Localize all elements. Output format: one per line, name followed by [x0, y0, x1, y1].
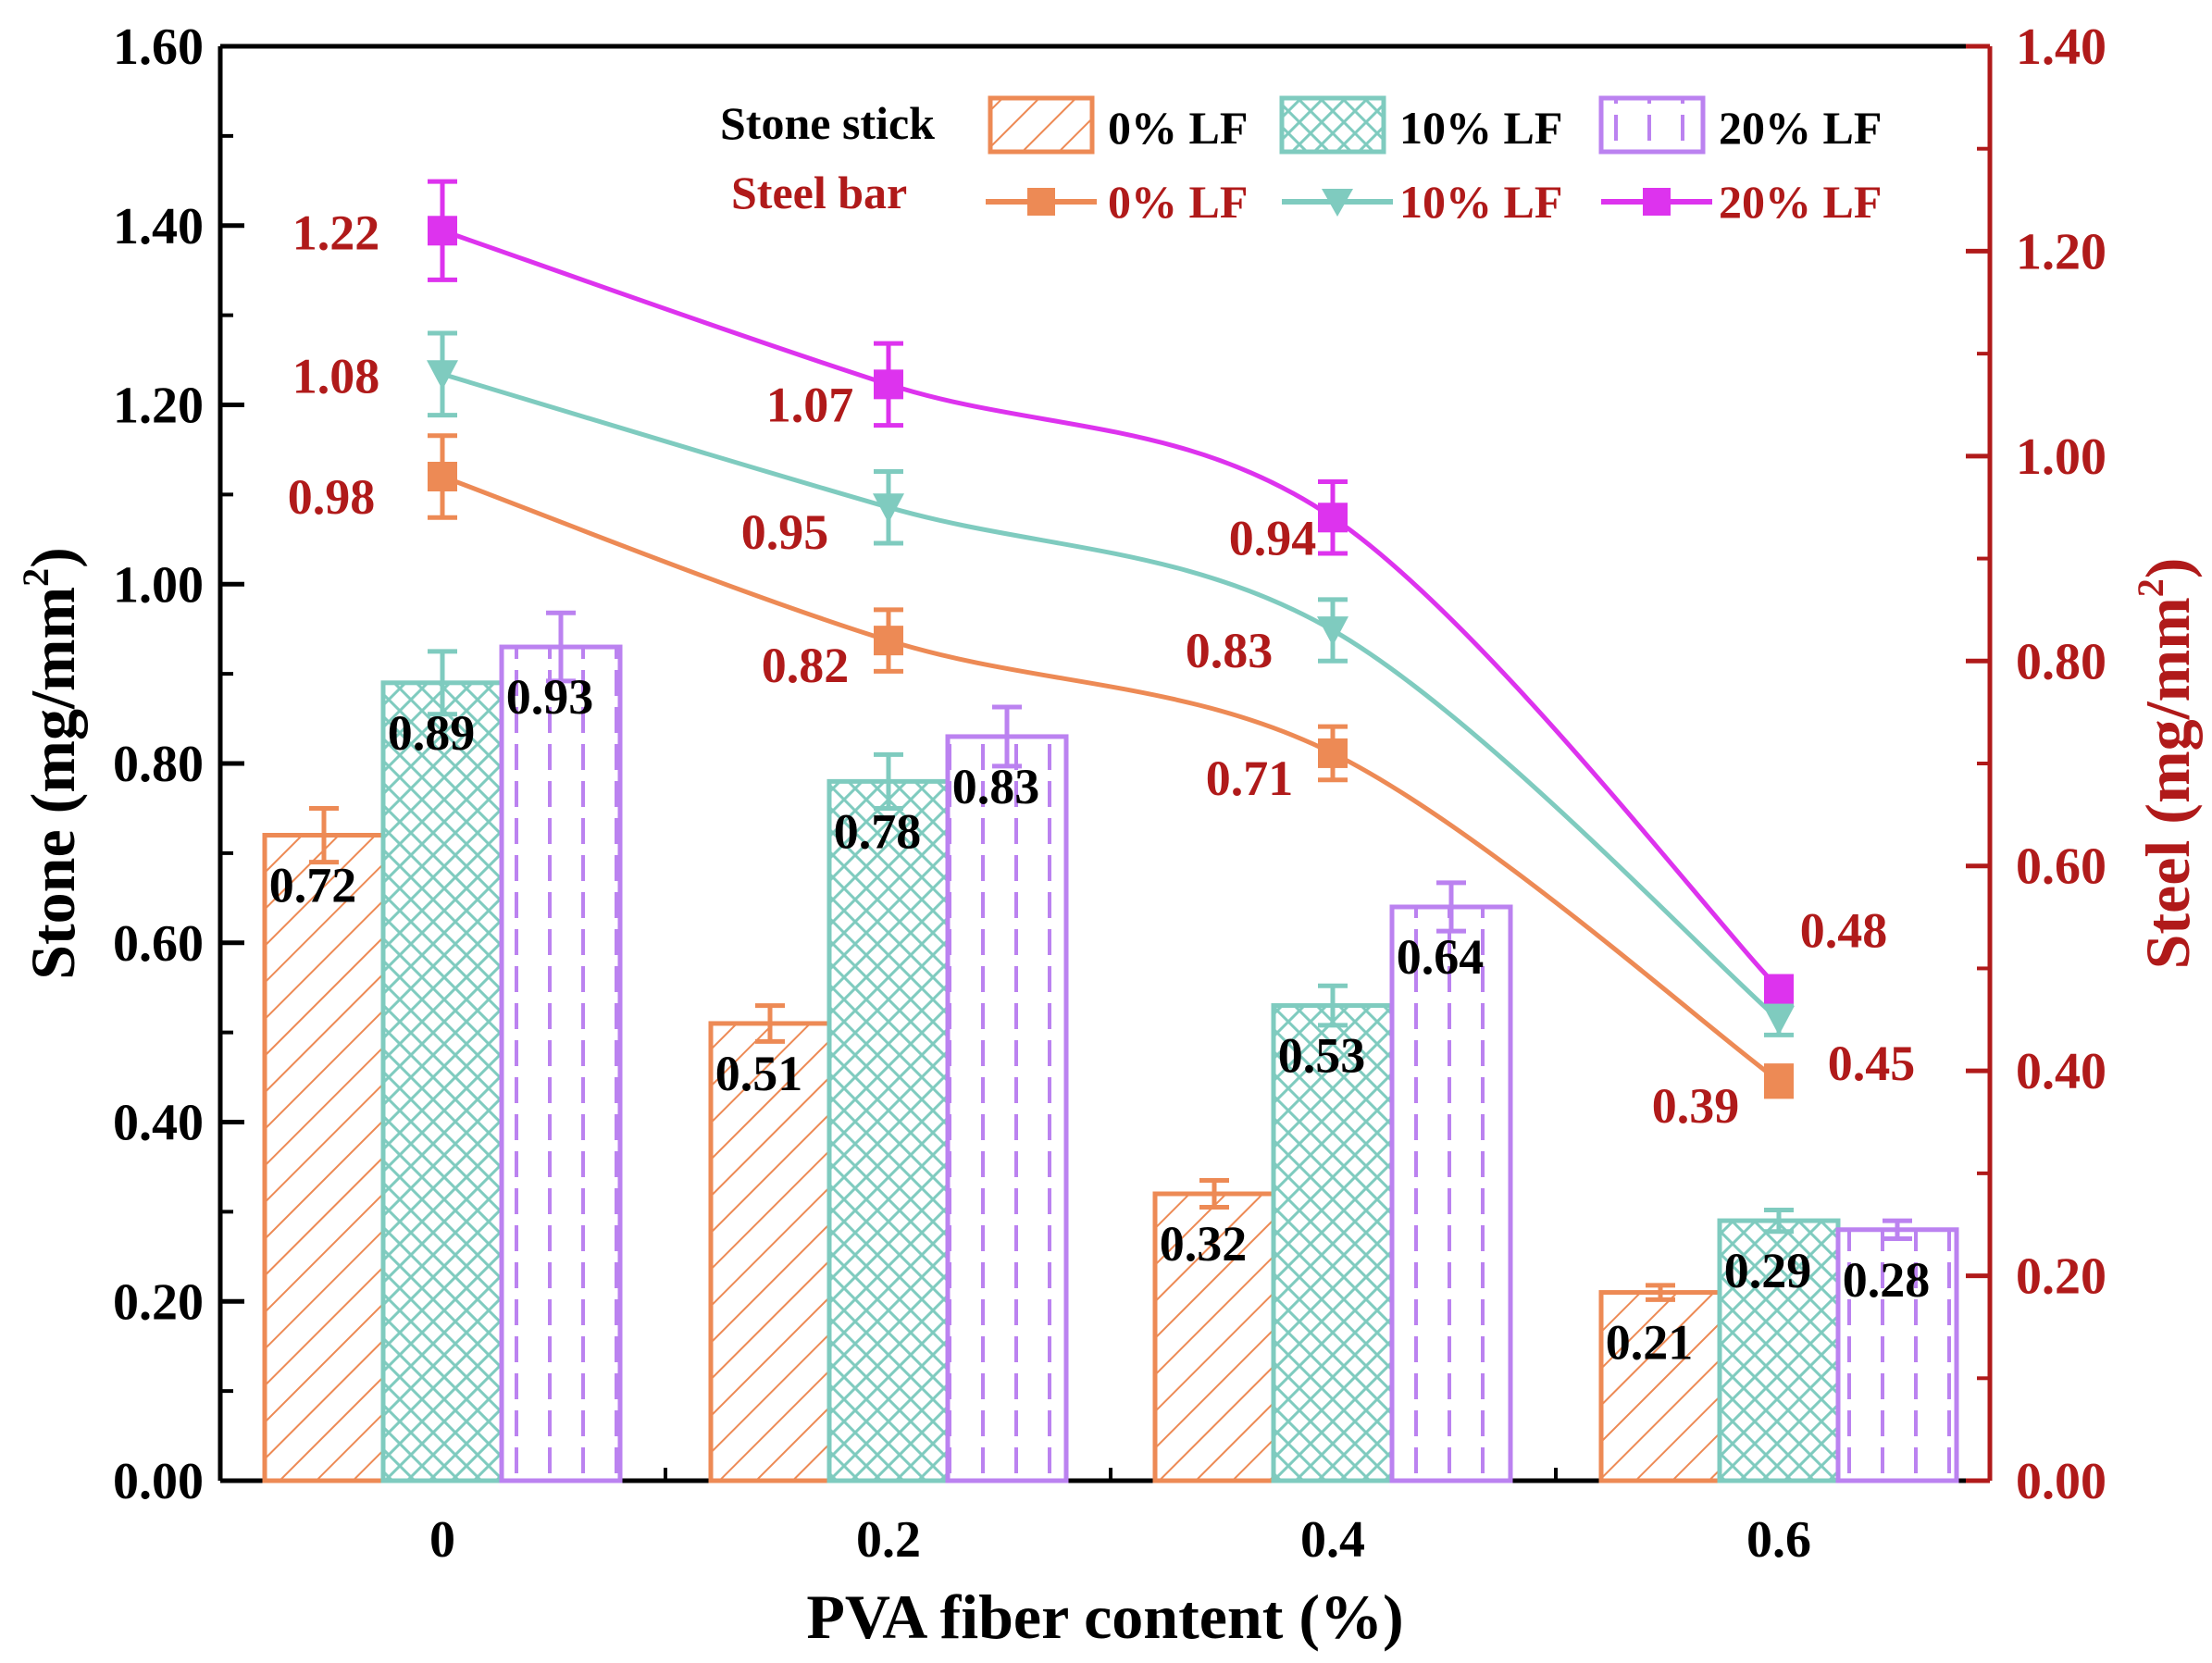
line-data-label: 0.45 — [1828, 1036, 1916, 1091]
right-tick-label: 1.00 — [2016, 428, 2106, 486]
bar — [945, 734, 1069, 1483]
y-axis-title-sup: 2 — [15, 568, 56, 587]
legend-label-bar-1: 10% LF — [1399, 102, 1562, 154]
line-marker — [1318, 738, 1348, 768]
bar — [1598, 1290, 1722, 1483]
y-axis-title: Stone (mg/mm2) — [15, 547, 88, 980]
bar-data-label: 0.51 — [715, 1046, 803, 1101]
line-marker — [1763, 1005, 1795, 1036]
legend-label-line-0: 0% LF — [1108, 176, 1248, 228]
right-tick-label: 0.60 — [2016, 838, 2106, 896]
bar-data-label: 0.28 — [1843, 1252, 1931, 1308]
y2-axis-title: Steel (mg/mm2) — [2130, 558, 2203, 970]
line-data-label: 0.39 — [1652, 1078, 1740, 1134]
bar — [826, 778, 951, 1483]
left-tick-label: 1.00 — [113, 556, 204, 614]
left-tick-label: 1.60 — [113, 19, 204, 76]
line-data-label: 1.22 — [292, 205, 380, 260]
bar-data-label: 0.83 — [952, 759, 1040, 814]
legend-line-group-title: Steel bar — [731, 167, 907, 218]
line-marker — [874, 369, 903, 400]
legend-marker-2 — [1643, 188, 1671, 216]
y-axis-title-close: ) — [18, 547, 88, 568]
legend-label-line-2: 20% LF — [1719, 176, 1882, 228]
legend-swatch-bar-0 — [988, 95, 1095, 155]
line-marker — [1764, 1066, 1794, 1097]
left-tick-label: 0.00 — [113, 1453, 204, 1510]
line-marker — [427, 360, 458, 391]
line-marker — [1317, 616, 1348, 647]
line-marker — [874, 626, 903, 656]
bar — [499, 644, 623, 1483]
line-data-label: 0.82 — [762, 638, 850, 693]
left-tick-label: 0.40 — [113, 1095, 204, 1152]
line-data-label: 0.83 — [1186, 623, 1274, 678]
x-tick-label: 0.4 — [1300, 1511, 1365, 1569]
left-tick-label: 0.20 — [113, 1273, 204, 1331]
right-axis-ticks: 0.00 0.20 0.40 0.60 0.80 1.00 1.20 1.40 — [1966, 19, 2106, 1510]
line-marker — [428, 462, 457, 491]
left-tick-label: 1.40 — [113, 198, 204, 255]
line-marker — [1764, 974, 1794, 1004]
line-data-label: 1.08 — [292, 348, 380, 403]
bar-data-label: 0.78 — [834, 803, 922, 859]
bar-data-label: 0.72 — [269, 858, 357, 913]
bar-data-label: 0.29 — [1724, 1243, 1812, 1298]
right-tick-label: 1.20 — [2016, 223, 2106, 280]
y2-axis-title-close: ) — [2132, 558, 2203, 579]
bar-data-label: 0.53 — [1278, 1028, 1366, 1084]
x-axis-title: PVA fiber content (%) — [806, 1582, 1403, 1652]
bar — [262, 833, 386, 1483]
bar-series-group — [262, 610, 1959, 1483]
x-tick-label: 0.6 — [1746, 1511, 1811, 1569]
y2-axis-title-sup: 2 — [2130, 578, 2171, 597]
line-data-label: 1.07 — [766, 377, 854, 432]
bar-data-label: 0.32 — [1160, 1216, 1248, 1272]
x-tick-label: 0.2 — [856, 1511, 921, 1569]
right-tick-label: 0.80 — [2016, 633, 2106, 690]
line-data-label: 0.48 — [1800, 903, 1888, 959]
left-tick-label: 0.80 — [113, 736, 204, 793]
series-line — [441, 474, 1781, 1084]
legend-marker-1 — [1322, 189, 1353, 217]
right-tick-label: 1.40 — [2016, 19, 2106, 76]
legend-label-bar-2: 20% LF — [1719, 102, 1882, 154]
right-tick-label: 0.40 — [2016, 1043, 2106, 1100]
legend-swatch-bar-2 — [1598, 95, 1706, 155]
series-line — [441, 371, 1781, 1022]
bar — [708, 1021, 832, 1483]
series-line — [441, 228, 1781, 991]
line-marker — [428, 216, 457, 246]
legend-label-line-1: 10% LF — [1399, 176, 1562, 228]
line-data-label: 0.95 — [741, 504, 829, 560]
line-marker — [873, 493, 904, 524]
legend: Stone stick Steel bar 0% LF 10% LF 20% L… — [720, 95, 1882, 228]
bar-data-label: 0.64 — [1397, 929, 1485, 985]
bar-data-label: 0.21 — [1606, 1315, 1694, 1371]
line-series-group — [427, 179, 1795, 1099]
left-axis-ticks: 0.00 0.20 0.40 0.60 0.80 1.00 1.20 1.40 1.60 — [113, 19, 244, 1510]
bar-data-label: 0.89 — [388, 705, 476, 761]
y2-axis-title-text: Steel (mg/mm — [2132, 597, 2203, 969]
data-labels: 0.72 0.51 0.32 0.21 0.89 0.78 0.53 0.29 0.93 0.83… — [269, 205, 1931, 1370]
legend-marker-0 — [1027, 188, 1055, 216]
left-tick-label: 1.20 — [113, 378, 204, 435]
y-axis-title-text: Stone (mg/mm — [18, 587, 88, 980]
line-data-label: 0.94 — [1229, 510, 1317, 565]
bar — [1389, 904, 1513, 1483]
x-tick-label: 0 — [429, 1511, 455, 1569]
legend-label-bar-0: 0% LF — [1108, 102, 1248, 154]
legend-swatch-bar-1 — [1279, 95, 1386, 155]
line-data-label: 0.98 — [288, 469, 376, 525]
legend-bar-group-title: Stone stick — [720, 97, 935, 149]
bar-data-label: 0.93 — [506, 669, 594, 725]
line-data-label: 0.71 — [1206, 751, 1294, 806]
bar — [380, 680, 504, 1483]
bar — [1717, 1218, 1841, 1483]
line-marker — [1318, 503, 1348, 533]
left-tick-label: 0.60 — [113, 915, 204, 973]
right-tick-label: 0.20 — [2016, 1248, 2106, 1306]
right-tick-label: 0.00 — [2016, 1453, 2106, 1510]
